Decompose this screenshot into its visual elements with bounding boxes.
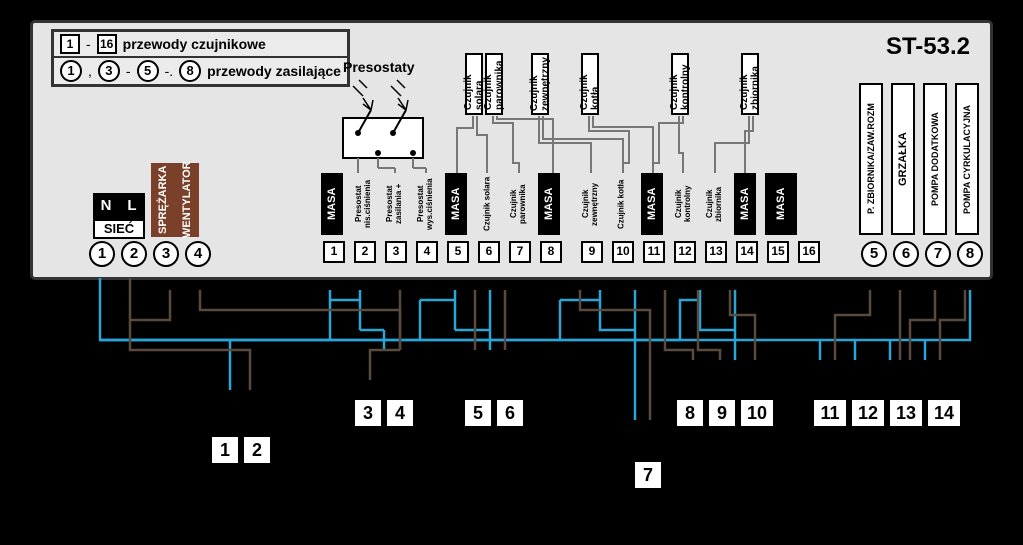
- nl-block: N L: [93, 193, 145, 219]
- lbl-t10: Czujnik kotła: [610, 173, 632, 235]
- model-number: ST-53.2: [886, 33, 970, 61]
- wire-1: 1: [210, 435, 240, 465]
- wire-10: 10: [739, 398, 775, 428]
- term-10: 10: [612, 241, 634, 263]
- term-4: 4: [416, 241, 438, 263]
- legend-row-sensors: 1 - 16 przewody czujnikowe: [54, 32, 347, 56]
- output-pompa-dod: POMPA DODATKOWA: [923, 83, 947, 235]
- term-16: 16: [798, 241, 820, 263]
- sensor-solara-top: Czujnik solara: [465, 53, 483, 115]
- controller-panel: 1 - 16 przewody czujnikowe 1, 3 - 5 -. 8…: [30, 20, 993, 280]
- power-2: 2: [121, 241, 147, 267]
- presostaty-title: Presostaty: [343, 59, 415, 75]
- power-6: 6: [893, 241, 919, 267]
- legend-sq-16: 16: [97, 34, 117, 54]
- sensor-zewn-top: Czujnik zewnętrzny: [531, 53, 549, 115]
- wire-9: 9: [707, 398, 737, 428]
- wire-4: 4: [385, 398, 415, 428]
- masa-1516: MASA: [765, 173, 797, 235]
- presostat-symbol: [333, 78, 443, 168]
- output-zbiornika: P. ZBIORNIKA/ZAW.ROZM: [859, 83, 883, 235]
- legend-sq-1: 1: [60, 34, 80, 54]
- l-terminal: L: [119, 193, 145, 219]
- fan-label: WENTYLATOR: [175, 163, 199, 237]
- term-5: 5: [447, 241, 469, 263]
- lbl-t4: Presostat wys.ciśnienia: [414, 173, 436, 235]
- sensor-kotla-top: Czujnik kotła: [581, 53, 599, 115]
- legend-circ-3: 3: [98, 60, 120, 82]
- legend-row-power: 1, 3 - 5 -. 8 przewody zasilające: [54, 56, 347, 84]
- sensor-zbiornika-top: Czujnik zbiornika: [741, 53, 759, 115]
- power-left-row: 1 2 3 4: [89, 241, 211, 267]
- power-4: 4: [185, 241, 211, 267]
- power-right-row: 5 6 7 8: [861, 241, 983, 267]
- lbl-t2: Presostat nis.ciśnienia: [352, 173, 374, 235]
- sensor-kontrolny-top: Czujnik kontrolny: [671, 53, 689, 115]
- term-2: 2: [354, 241, 376, 263]
- wire-11: 11: [812, 398, 848, 428]
- legend-circ-5: 5: [137, 60, 159, 82]
- term-8: 8: [540, 241, 562, 263]
- term-9: 9: [581, 241, 603, 263]
- masa-8: MASA: [538, 173, 560, 235]
- term-15: 15: [767, 241, 789, 263]
- wire-6: 6: [495, 398, 525, 428]
- sensor-parownika-top: Czujnik parownika: [485, 53, 503, 115]
- power-7: 7: [925, 241, 951, 267]
- sensor-term-row: 1 2 3 4 5 6 7 8 9 10 11 12 13 14 15 16: [323, 241, 820, 263]
- legend-text-2: przewody zasilające: [207, 63, 341, 79]
- output-grzalka: GRZAŁKA: [891, 83, 915, 235]
- wire-13: 13: [888, 398, 924, 428]
- n-terminal: N: [93, 193, 119, 219]
- compressor-label: SPRĘŻARKA: [151, 163, 175, 237]
- wire-8: 8: [675, 398, 705, 428]
- lbl-t12: Czujnik kontrolny: [672, 173, 694, 235]
- legend-dash2: -: [126, 63, 131, 79]
- term-6: 6: [478, 241, 500, 263]
- legend-dash: -: [86, 36, 91, 52]
- masa-1: MASA: [321, 173, 343, 235]
- legend-box: 1 - 16 przewody czujnikowe 1, 3 - 5 -. 8…: [51, 29, 350, 87]
- wire-5: 5: [463, 398, 493, 428]
- power-5: 5: [861, 241, 887, 267]
- masa-5: MASA: [445, 173, 467, 235]
- term-12: 12: [674, 241, 696, 263]
- wire-12: 12: [850, 398, 886, 428]
- term-7: 7: [509, 241, 531, 263]
- legend-comma: ,: [88, 63, 92, 79]
- term-1: 1: [323, 241, 345, 263]
- power-8: 8: [957, 241, 983, 267]
- legend-circ-8: 8: [179, 60, 201, 82]
- wire-7: 7: [633, 460, 663, 490]
- power-3: 3: [153, 241, 179, 267]
- power-1: 1: [89, 241, 115, 267]
- term-11: 11: [643, 241, 665, 263]
- term-14: 14: [736, 241, 758, 263]
- output-pompa-cyrk: POMPA CYRKULACYJNA: [955, 83, 979, 235]
- legend-text-1: przewody czujnikowe: [123, 36, 266, 52]
- lbl-t7: Czujnik parownika: [507, 173, 529, 235]
- legend-dash3: -.: [165, 63, 174, 79]
- masa-11: MASA: [641, 173, 663, 235]
- masa-14: MASA: [734, 173, 756, 235]
- lbl-t13: Czujnik zbiornika: [703, 173, 725, 235]
- lbl-t9: Czujnik zewnętrzny: [579, 173, 601, 235]
- lbl-t6: Czujnik solara: [476, 173, 498, 235]
- wire-2: 2: [242, 435, 272, 465]
- wire-14: 14: [926, 398, 962, 428]
- term-3: 3: [385, 241, 407, 263]
- siec-label: SIEĆ: [93, 219, 145, 239]
- wire-3: 3: [353, 398, 383, 428]
- term-13: 13: [705, 241, 727, 263]
- lbl-t3: Presostat zasilania +: [383, 173, 405, 235]
- legend-circ-1: 1: [60, 60, 82, 82]
